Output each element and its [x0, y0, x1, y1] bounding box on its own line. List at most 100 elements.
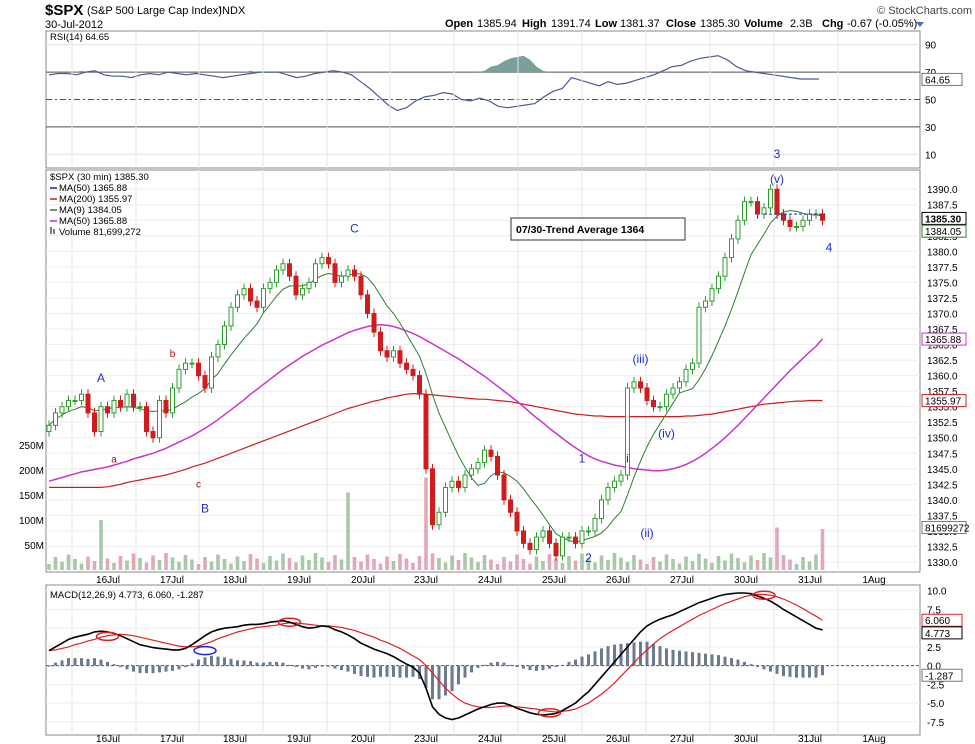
volume-bar [801, 557, 805, 570]
candle-body [365, 294, 370, 314]
candle-body [326, 257, 331, 265]
candle-body [241, 288, 247, 296]
volume-bar [586, 558, 591, 570]
candle-body [189, 362, 195, 365]
macd-histogram-bar [236, 660, 239, 666]
x-tick-label-macd: 23Jul [414, 734, 438, 744]
macd-histogram-bar [808, 665, 811, 678]
candle-body [98, 406, 104, 433]
macd-histogram-bar [268, 661, 272, 666]
candle-body [150, 431, 156, 439]
candle-body [72, 399, 78, 402]
x-tick-label-macd: 16Jul [96, 734, 120, 744]
macd-histogram-bar [483, 664, 486, 666]
macd-tick-label: 2.5 [927, 643, 941, 654]
price-tick-label: 1372.5 [927, 294, 958, 305]
wave-label: i [626, 452, 629, 466]
price-tick-label: 1337.5 [927, 511, 958, 522]
candle-body [118, 399, 123, 408]
candle-body [729, 238, 734, 259]
candle-body [456, 480, 461, 488]
candle-body [124, 393, 130, 408]
volume-bar [242, 561, 246, 570]
volume-bar [287, 558, 292, 570]
volume-bar [788, 559, 792, 570]
x-tick-label: 30Jul [734, 575, 758, 586]
macd-histogram-bar [736, 659, 740, 666]
macd-histogram-bar [119, 665, 122, 668]
volume-bar [697, 554, 701, 570]
macd-histogram-bar [184, 665, 187, 668]
volume-bar [664, 554, 669, 570]
candle-body [352, 269, 357, 277]
macd-legend: MACD(12,26,9) 4.773, 6.060, -1.287 [50, 590, 204, 601]
candle-body [761, 207, 767, 215]
volume-bar [690, 561, 695, 570]
volume-bar [619, 557, 623, 570]
macd-histogram-bar [73, 658, 77, 666]
macd-histogram-bar [691, 652, 694, 666]
macd-histogram-bar [327, 665, 330, 667]
candle-body [547, 530, 552, 544]
macd-histogram-bar [281, 662, 285, 666]
volume-bar [573, 560, 578, 570]
wave-label: (ii) [640, 526, 653, 540]
candle-body [196, 362, 201, 377]
x-tick-label: 18Jul [223, 575, 247, 586]
candle-body [592, 518, 598, 532]
volume-bar [177, 562, 181, 570]
volume-bar [378, 563, 383, 570]
volume-bar [105, 558, 110, 570]
volume-bar [554, 558, 558, 570]
macd-histogram-bar [665, 648, 668, 666]
volume-bar [632, 555, 636, 570]
macd-histogram-bar [67, 658, 70, 666]
candle-body [566, 536, 572, 539]
candle-body [800, 219, 806, 227]
volume-bar [820, 529, 825, 570]
volume-bar [541, 561, 545, 570]
macd-histogram-bar [762, 665, 766, 670]
volume-tick-label: 100M [19, 516, 44, 527]
x-tick-label: 23Jul [414, 575, 438, 586]
volume-bar [79, 563, 84, 570]
candle-body [209, 356, 214, 389]
candle-body [306, 281, 312, 290]
macd-tag-label-hist: -1.287 [925, 671, 954, 682]
macd-histogram-bar [548, 665, 551, 669]
volume-bar [99, 520, 103, 570]
x-tick-label: 1Aug [862, 575, 885, 586]
candle-body [339, 275, 344, 283]
volume-bar [157, 560, 162, 570]
macd-histogram-bar [788, 665, 792, 677]
candle-body [742, 201, 747, 221]
volume-bar [645, 564, 649, 570]
macd-histogram-bar [249, 661, 252, 666]
ma9-line [48, 210, 823, 543]
price-tick-label: 1375.0 [927, 278, 958, 289]
candle-body [462, 474, 468, 488]
volume-bar [723, 560, 727, 570]
macd-histogram-bar [580, 656, 584, 666]
x-tick-label: 24Jul [478, 575, 502, 586]
dropdown-arrow-icon[interactable] [916, 22, 924, 27]
volume-bar [235, 556, 240, 570]
candle-body [521, 530, 526, 544]
candle-body [59, 406, 65, 414]
volume-bar [92, 561, 97, 570]
price-tick-label: 1345.0 [927, 465, 958, 476]
candle-body [501, 474, 507, 501]
macd-histogram-bar [717, 655, 720, 666]
volume-bar [547, 554, 552, 570]
volume-bar [144, 562, 149, 570]
volume-bar [209, 561, 214, 570]
candle-body [267, 281, 273, 290]
macd-tick-label: -7.5 [927, 718, 945, 729]
symbol: $SPX [45, 2, 83, 19]
wave-label: A [97, 371, 105, 385]
x-tick-label: 16Jul [96, 575, 120, 586]
macd-histogram-bar [522, 665, 525, 669]
rsi-legend: RSI(14) 64.65 [50, 32, 109, 43]
volume-label: Volume [744, 18, 783, 30]
volume-bar [248, 554, 253, 570]
